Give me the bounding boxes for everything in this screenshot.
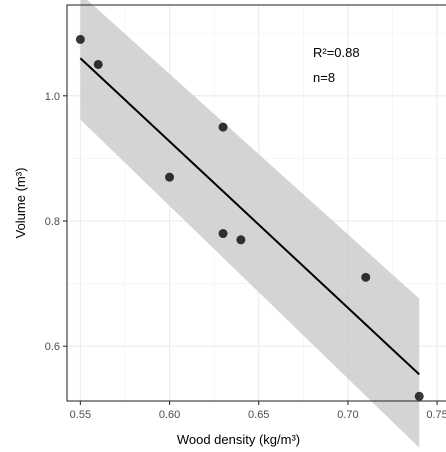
x-tick-label: 0.75 (426, 409, 446, 421)
x-axis: 0.55 0.60 0.65 0.70 0.75 (70, 401, 446, 421)
x-tick-label: 0.65 (248, 409, 269, 421)
r-squared-annotation: R²=0.88 (313, 45, 360, 60)
x-tick-label: 0.55 (70, 409, 91, 421)
data-point-2 (93, 59, 103, 69)
data-point-4 (218, 122, 228, 132)
y-axis: 0.6 0.8 1.0 (45, 91, 67, 353)
y-axis-title: Volume (m³) (13, 168, 28, 239)
y-tick-label: 0.6 (45, 341, 60, 353)
confidence-band (80, 0, 420, 448)
data-point-6 (236, 235, 246, 245)
x-tick-label: 0.60 (159, 409, 180, 421)
y-tick-label: 1.0 (45, 91, 60, 103)
y-tick-label: 0.8 (45, 216, 60, 228)
data-points (75, 34, 424, 401)
data-point-1 (75, 34, 85, 44)
data-point-3 (165, 172, 175, 182)
regression-line (79, 57, 420, 376)
sample-size-annotation: n=8 (313, 70, 335, 85)
panel-border (66, 4, 446, 402)
x-tick-label: 0.70 (337, 409, 358, 421)
plot-panel: R²=0.88 n=8 (66, 0, 446, 448)
data-point-5 (218, 229, 228, 239)
data-point-8 (414, 391, 424, 401)
x-axis-title: Wood density (kg/m³) (177, 432, 300, 447)
data-point-7 (361, 272, 371, 282)
